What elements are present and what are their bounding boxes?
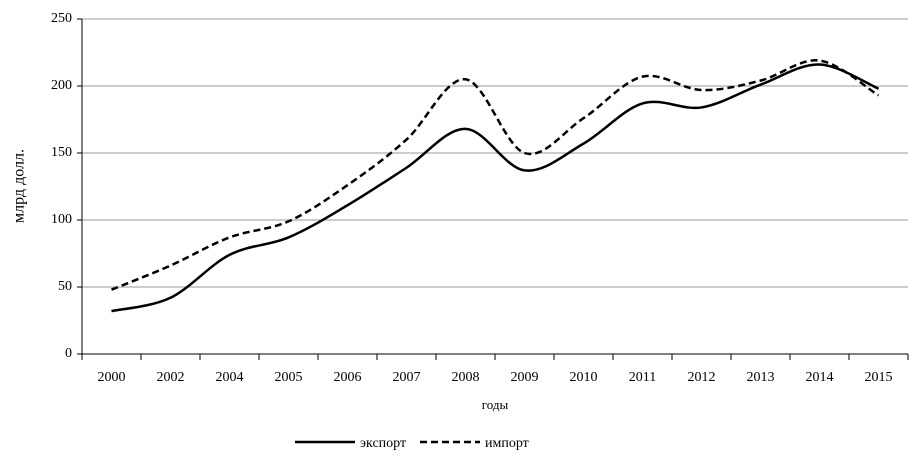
x-tick-label: 2005 (275, 370, 303, 385)
x-tick-label: 2008 (452, 370, 480, 385)
y-tick-label: 50 (58, 279, 72, 294)
legend-label: экспорт (360, 436, 406, 451)
y-tick-label: 100 (51, 212, 72, 227)
x-tick-label: 2007 (393, 370, 421, 385)
x-tick-label: 2000 (98, 370, 126, 385)
x-tick-label: 2014 (806, 370, 834, 385)
y-tick-label: 150 (51, 145, 72, 160)
x-tick-label: 2011 (629, 370, 656, 385)
y-tick-label: 250 (51, 11, 72, 26)
legend-label: импорт (485, 436, 529, 451)
x-axis-label: годы (482, 397, 509, 412)
x-tick-label: 2002 (157, 370, 185, 385)
line-series (111, 63, 880, 313)
x-tick-label: 2015 (865, 370, 893, 385)
x-tick-label: 2004 (216, 370, 244, 385)
y-axis-label: млрд долл. (11, 149, 28, 223)
x-tick-label: 2009 (511, 370, 539, 385)
y-tick-label: 0 (65, 346, 72, 361)
y-tick-label: 200 (51, 78, 72, 93)
line-series (111, 59, 880, 291)
x-tick-label: 2012 (688, 370, 716, 385)
x-tick-label: 2006 (334, 370, 362, 385)
x-tick-label: 2013 (747, 370, 775, 385)
x-tick-label: 2010 (570, 370, 598, 385)
